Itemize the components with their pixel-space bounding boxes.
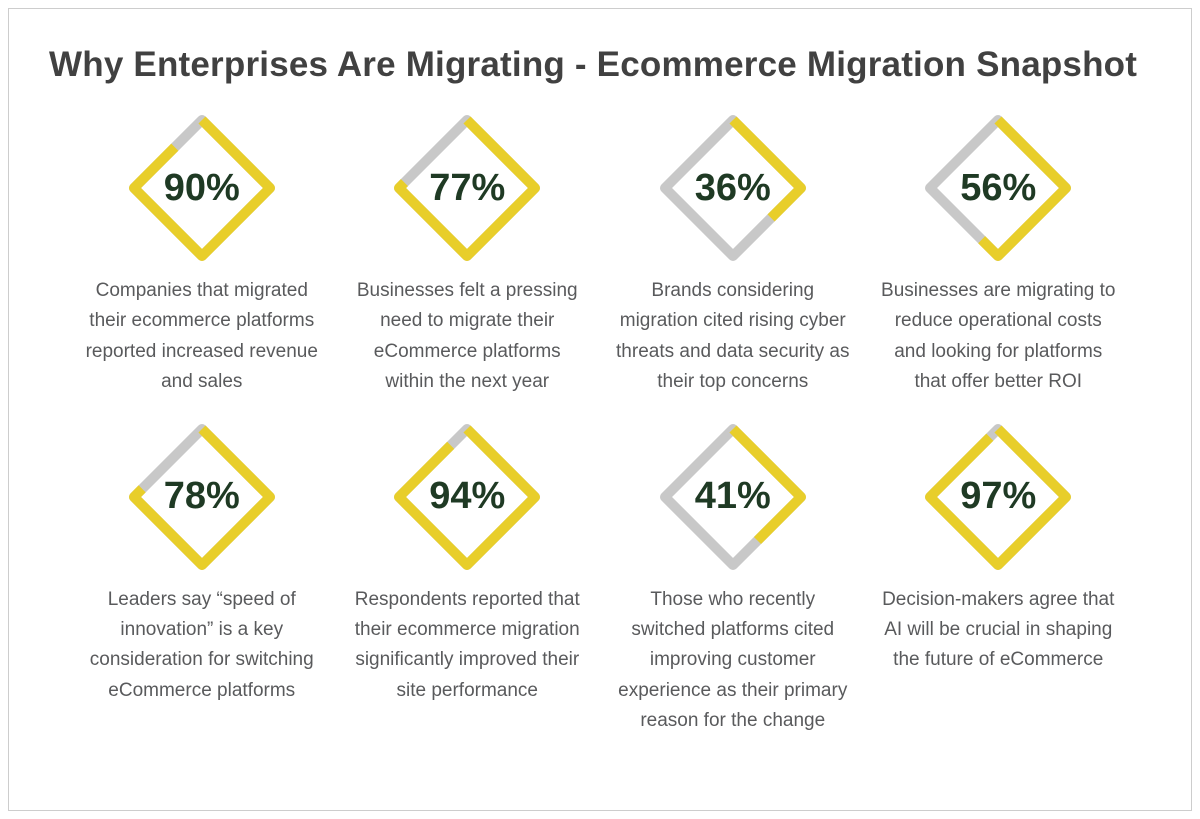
page-title: Why Enterprises Are Migrating - Ecommerc… xyxy=(49,45,1138,84)
diamond-gauge: 97% xyxy=(923,422,1073,572)
stat-card: 77% Businesses felt a pressing need to m… xyxy=(335,113,601,398)
stat-card: 94% Respondents reported that their ecom… xyxy=(335,422,601,737)
stat-percent: 90% xyxy=(163,166,240,209)
gauge-progress xyxy=(659,115,806,261)
stat-percent: 97% xyxy=(960,475,1037,518)
gauge-progress xyxy=(925,115,1072,261)
stat-description: Decision-makers agree that AI will be cr… xyxy=(882,588,1115,671)
stat-percent: 77% xyxy=(429,166,506,209)
diamond-gauge: 41% xyxy=(658,422,808,572)
diamond-gauge: 56% xyxy=(923,113,1073,263)
gauge-progress xyxy=(128,423,275,570)
stat-percent: 56% xyxy=(960,166,1037,209)
stat-card: 78% Leaders say “speed of innovation” is… xyxy=(69,422,335,737)
stat-card: 41% Those who recently switched platform… xyxy=(600,422,866,737)
diamond-gauge: 36% xyxy=(658,113,808,263)
stat-percent: 78% xyxy=(163,475,240,518)
stats-grid: 90% Companies that migrated their ecomme… xyxy=(9,85,1191,737)
stat-card: 56% Businesses are migrating to reduce o… xyxy=(866,113,1132,398)
stat-card: 97% Decision-makers agree that AI will b… xyxy=(866,422,1132,737)
gauge-progress xyxy=(659,423,806,570)
diamond-gauge: 90% xyxy=(127,113,277,263)
diamond-gauge: 78% xyxy=(127,422,277,572)
stat-description: Businesses felt a pressing need to migra… xyxy=(356,280,578,393)
stat-description: Companies that migrated their ecommerce … xyxy=(85,280,318,393)
stat-card: 90% Companies that migrated their ecomme… xyxy=(69,113,335,398)
gauge-progress xyxy=(925,423,1072,570)
stat-description: Businesses are migrating to reduce opera… xyxy=(881,280,1116,393)
stat-description: Brands considering migration cited risin… xyxy=(616,280,850,393)
gauge-progress xyxy=(394,115,541,261)
diamond-gauge: 77% xyxy=(392,113,542,263)
stat-description: Respondents reported that their ecommerc… xyxy=(354,588,580,701)
infographic-frame: Why Enterprises Are Migrating - Ecommerc… xyxy=(8,8,1192,811)
stat-description: Those who recently switched platforms ci… xyxy=(618,588,848,732)
stat-description: Leaders say “speed of innovation” is a k… xyxy=(89,588,314,701)
stat-percent: 36% xyxy=(694,166,771,209)
gauge-progress xyxy=(394,423,541,570)
stat-percent: 41% xyxy=(694,475,771,518)
gauge-progress xyxy=(128,115,275,261)
stat-card: 36% Brands considering migration cited r… xyxy=(600,113,866,398)
stat-percent: 94% xyxy=(429,475,506,518)
diamond-gauge: 94% xyxy=(392,422,542,572)
